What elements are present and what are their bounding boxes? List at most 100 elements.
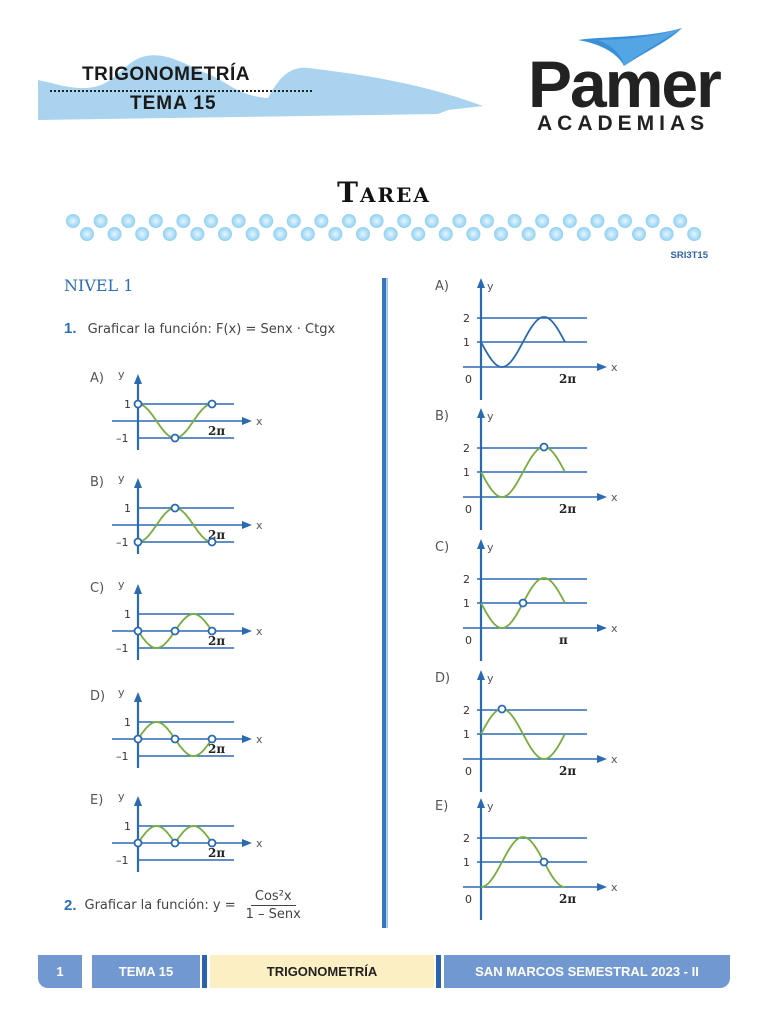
graph-q1-c: C) y x 1 –1 2π <box>90 578 263 660</box>
svg-text:D): D) <box>435 671 450 686</box>
svg-text:–1: –1 <box>116 432 129 445</box>
svg-text:y: y <box>487 800 494 813</box>
svg-text:–1: –1 <box>116 750 129 763</box>
svg-text:0: 0 <box>465 765 472 778</box>
bead-border-decoration <box>66 214 702 241</box>
svg-text:1: 1 <box>124 608 131 621</box>
graph-q2-a: A) y x 2 1 0 2π <box>435 278 618 400</box>
svg-text:x: x <box>611 491 618 504</box>
svg-text:y: y <box>487 541 494 554</box>
level-heading: NIVEL 1 <box>64 276 134 295</box>
svg-text:1: 1 <box>124 502 131 515</box>
svg-text:2: 2 <box>463 832 470 845</box>
graph-q2-d: D) y x 2 1 0 2π <box>435 670 618 792</box>
svg-text:1: 1 <box>124 820 131 833</box>
question-2: 2. Graficar la función: y = Cos²x 1 – Se… <box>64 888 305 923</box>
footer: 1 TEMA 15 TRIGONOMETRÍA SAN MARCOS SEMES… <box>38 955 730 988</box>
question-text: Graficar la función: y = <box>84 898 236 913</box>
svg-text:x: x <box>611 753 618 766</box>
footer-separator <box>202 955 207 988</box>
svg-text:–1: –1 <box>116 642 129 655</box>
page-title: Tarea <box>337 176 431 209</box>
document-code: SRI3T15 <box>670 250 709 261</box>
svg-text:2: 2 <box>463 442 470 455</box>
footer-subject: TRIGONOMETRÍA <box>210 955 434 988</box>
svg-text:y: y <box>487 672 494 685</box>
tema-title: TEMA 15 <box>130 93 217 114</box>
svg-text:–1: –1 <box>116 854 129 867</box>
logo-swoosh-icon <box>578 28 682 66</box>
graph-q1-a: A) y x 1 –1 2π <box>90 368 263 450</box>
svg-text:2π: 2π <box>208 424 225 438</box>
svg-text:B): B) <box>90 475 104 490</box>
graph-q2-b: B) y x 2 1 0 2π <box>435 408 618 530</box>
question-number: 2. <box>64 897 77 914</box>
svg-text:2: 2 <box>463 573 470 586</box>
svg-text:y: y <box>118 578 125 591</box>
graph-q1-d: D) y x 1 –1 2π <box>90 686 263 768</box>
svg-text:1: 1 <box>463 336 470 349</box>
svg-text:2π: 2π <box>559 372 576 386</box>
svg-text:2π: 2π <box>559 892 576 906</box>
svg-text:y: y <box>487 410 494 423</box>
fraction: Cos²x 1 – Senx <box>242 888 305 923</box>
svg-text:x: x <box>256 519 263 532</box>
svg-text:–1: –1 <box>116 536 129 549</box>
svg-text:x: x <box>611 361 618 374</box>
svg-text:A): A) <box>435 279 449 294</box>
graph-q1-b: B) yx1–12π <box>90 472 263 554</box>
svg-text:2π: 2π <box>208 742 225 756</box>
svg-text:y: y <box>118 368 125 381</box>
svg-text:0: 0 <box>465 503 472 516</box>
svg-text:2: 2 <box>463 312 470 325</box>
subject-title: TRIGONOMETRÍA <box>82 64 250 85</box>
question-1: 1. Graficar la función: F(x) = Senx · Ct… <box>64 318 335 337</box>
fraction-denominator: 1 – Senx <box>245 907 301 922</box>
footer-tema: TEMA 15 <box>92 955 200 988</box>
graph-q2-c: C) y x 2 1 0 π <box>435 539 618 661</box>
svg-text:2π: 2π <box>208 634 225 648</box>
svg-text:2π: 2π <box>208 846 225 860</box>
logo-name: Pamer <box>528 47 722 121</box>
svg-text:1: 1 <box>124 398 131 411</box>
svg-text:B): B) <box>435 409 449 424</box>
svg-text:0: 0 <box>465 634 472 647</box>
svg-text:0: 0 <box>465 893 472 906</box>
column-divider <box>382 278 386 928</box>
footer-course: SAN MARCOS SEMESTRAL 2023 - II <box>444 955 730 988</box>
svg-text:π: π <box>559 633 568 647</box>
svg-text:x: x <box>611 622 618 635</box>
question-number: 1. <box>64 320 77 337</box>
svg-text:D): D) <box>90 689 105 704</box>
fraction-numerator: Cos²x <box>250 888 296 906</box>
svg-text:2π: 2π <box>559 764 576 778</box>
svg-text:E): E) <box>435 799 448 814</box>
logo-subtitle: ACADEMIAS <box>537 112 710 135</box>
svg-text:x: x <box>256 733 263 746</box>
svg-text:1: 1 <box>463 466 470 479</box>
dotted-divider <box>50 90 312 92</box>
svg-text:y: y <box>487 280 494 293</box>
svg-text:x: x <box>256 415 263 428</box>
svg-text:1: 1 <box>124 716 131 729</box>
svg-text:E): E) <box>90 793 103 808</box>
svg-text:0: 0 <box>465 373 472 386</box>
graph-q2-e: E) y x 2 1 0 2π <box>435 798 618 920</box>
graph-q1-e: E) y x 1 –1 2π <box>90 790 263 872</box>
svg-text:x: x <box>256 837 263 850</box>
question-text: Graficar la función: F(x) = Senx · Ctgx <box>87 322 336 337</box>
svg-text:y: y <box>118 790 125 803</box>
svg-text:1: 1 <box>463 597 470 610</box>
svg-text:2π: 2π <box>559 502 576 516</box>
footer-page-number: 1 <box>38 955 82 988</box>
header-banner <box>38 55 483 120</box>
svg-text:y: y <box>118 472 125 485</box>
svg-text:A): A) <box>90 371 104 386</box>
svg-text:1: 1 <box>463 728 470 741</box>
svg-text:2: 2 <box>463 704 470 717</box>
svg-text:C): C) <box>435 540 449 555</box>
svg-text:x: x <box>256 625 263 638</box>
svg-text:x: x <box>611 881 618 894</box>
footer-separator <box>436 955 441 988</box>
svg-text:C): C) <box>90 581 104 596</box>
